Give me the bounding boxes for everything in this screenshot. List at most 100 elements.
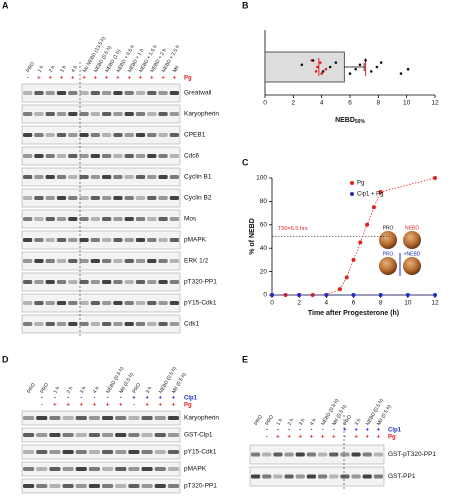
- legend-marker: [350, 181, 354, 185]
- band: [68, 91, 78, 95]
- band: [115, 433, 127, 437]
- lane-label: 3 h: [79, 385, 88, 394]
- point: [406, 67, 410, 71]
- band: [169, 133, 179, 137]
- band: [128, 450, 140, 454]
- band: [23, 433, 35, 437]
- point: [344, 275, 349, 280]
- band: [124, 322, 134, 326]
- band: [135, 196, 146, 200]
- treatment-mark: +: [116, 76, 120, 82]
- band: [147, 280, 157, 284]
- band: [135, 112, 146, 116]
- band: [158, 238, 168, 242]
- band: [34, 301, 44, 305]
- band: [90, 112, 100, 116]
- legend-marker: [350, 192, 354, 196]
- band: [147, 259, 157, 263]
- band: [135, 280, 146, 284]
- band: [90, 301, 100, 305]
- lane-label: PRO: [25, 61, 36, 73]
- blot-strip: [21, 314, 181, 334]
- treatment-mark: -: [93, 396, 95, 402]
- treatment-mark: -: [27, 76, 29, 82]
- band: [23, 280, 33, 284]
- band: [102, 133, 112, 137]
- band: [102, 467, 114, 471]
- band: [158, 175, 168, 179]
- band: [23, 416, 35, 420]
- treatment-label: Pg: [388, 435, 396, 441]
- point: [283, 293, 288, 297]
- label-sub: 50%: [355, 119, 366, 125]
- band: [90, 238, 100, 242]
- point: [358, 63, 362, 67]
- band: [124, 91, 134, 95]
- lane-label: PRO: [39, 382, 50, 394]
- band: [124, 133, 134, 137]
- band: [124, 217, 134, 221]
- treatment-label: Pg: [184, 403, 192, 409]
- band: [113, 322, 123, 326]
- x-tick-label: 12: [431, 100, 439, 107]
- point: [399, 72, 403, 75]
- bar: [264, 51, 345, 83]
- oocyte-image: [379, 257, 397, 275]
- blot-strip: [21, 461, 181, 477]
- point: [369, 70, 373, 73]
- band: [124, 175, 134, 179]
- treatment-mark: +: [354, 435, 358, 441]
- band: [262, 474, 272, 479]
- lane-label: 2 h: [287, 417, 296, 426]
- band: [169, 322, 179, 326]
- band: [102, 322, 112, 326]
- band: [49, 450, 61, 454]
- lane-label: 2 h: [66, 385, 75, 394]
- band: [306, 452, 316, 457]
- band: [154, 484, 166, 488]
- treatment-mark: +: [145, 396, 149, 402]
- treatment-label: Clp1: [184, 396, 198, 402]
- row-label: GST-pT320-PP1: [388, 451, 436, 458]
- band: [158, 217, 168, 221]
- point: [433, 293, 437, 297]
- band: [79, 217, 89, 221]
- band: [36, 450, 48, 454]
- band: [34, 238, 44, 242]
- band: [135, 217, 146, 221]
- band: [158, 259, 168, 263]
- band: [147, 238, 157, 242]
- x-tick-label: 0: [270, 300, 274, 307]
- band: [36, 484, 48, 488]
- band: [362, 474, 372, 479]
- band: [68, 301, 78, 305]
- point: [379, 61, 383, 64]
- band: [34, 91, 44, 95]
- x-tick-label: 8: [377, 100, 381, 107]
- treatment-mark: +: [173, 76, 177, 82]
- band: [135, 301, 146, 305]
- band: [167, 467, 179, 471]
- row-label: Karyopherin: [184, 111, 219, 118]
- band: [115, 416, 127, 420]
- band: [135, 322, 146, 326]
- row-label: Cyclin B2: [184, 195, 212, 202]
- band: [23, 322, 33, 326]
- legend-label: Cip1 + Pg: [357, 192, 384, 198]
- band: [102, 238, 112, 242]
- band: [34, 322, 44, 326]
- band: [169, 154, 179, 158]
- band: [113, 112, 123, 116]
- band: [68, 280, 78, 284]
- band: [128, 467, 140, 471]
- row-label: Greatwall: [184, 90, 212, 97]
- lane-label: 4 h: [92, 385, 101, 394]
- treatment-mark: -: [299, 428, 301, 434]
- band: [128, 484, 140, 488]
- band: [68, 112, 78, 116]
- treatment-mark: +: [48, 76, 52, 82]
- point: [270, 293, 274, 297]
- band: [124, 196, 134, 200]
- band: [158, 91, 168, 95]
